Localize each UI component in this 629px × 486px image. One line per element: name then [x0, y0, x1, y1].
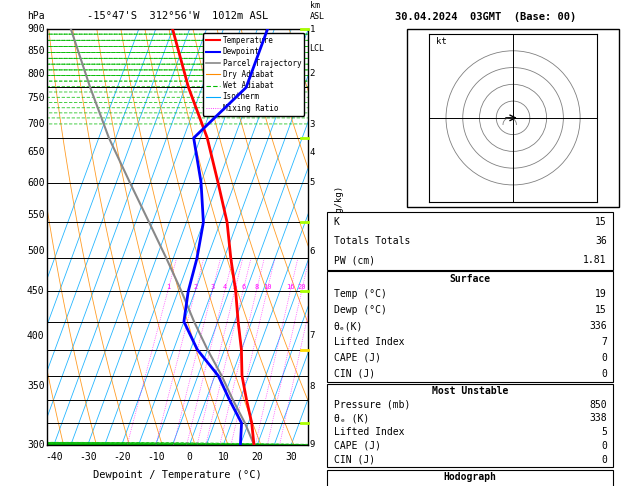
Text: 600: 600 [27, 177, 45, 188]
Text: 6: 6 [309, 247, 315, 256]
Text: 900: 900 [27, 24, 45, 34]
Text: 5: 5 [233, 284, 237, 290]
Text: 850: 850 [27, 46, 45, 56]
Legend: Temperature, Dewpoint, Parcel Trajectory, Dry Adiabat, Wet Adiabat, Isotherm, Mi: Temperature, Dewpoint, Parcel Trajectory… [203, 33, 304, 116]
Text: 9: 9 [309, 440, 315, 449]
Text: 800: 800 [27, 69, 45, 79]
Text: 450: 450 [27, 286, 45, 296]
Text: hPa: hPa [27, 11, 45, 21]
Text: 2: 2 [194, 284, 198, 290]
Text: 650: 650 [27, 147, 45, 157]
Text: θₑ(K): θₑ(K) [333, 321, 363, 331]
Bar [327, 271, 613, 382]
Text: -30: -30 [79, 452, 97, 462]
Text: 16: 16 [286, 284, 295, 290]
Text: 15: 15 [595, 305, 607, 315]
Text: Mixing Ratio (g/kg): Mixing Ratio (g/kg) [335, 186, 344, 288]
Text: 1.81: 1.81 [583, 255, 607, 265]
Text: CAPE (J): CAPE (J) [333, 441, 381, 451]
Text: Most Unstable: Most Unstable [432, 386, 508, 396]
Text: 5: 5 [601, 427, 607, 437]
Text: 2: 2 [309, 69, 315, 78]
Bar [407, 29, 620, 207]
Text: 10: 10 [218, 452, 230, 462]
Text: 3: 3 [309, 120, 315, 129]
Bar [327, 470, 613, 486]
Text: 30: 30 [286, 452, 297, 462]
Text: Temp (°C): Temp (°C) [333, 290, 386, 299]
Bar [327, 212, 613, 270]
Text: km
ASL: km ASL [309, 1, 325, 21]
Text: 1: 1 [166, 284, 170, 290]
Text: -40: -40 [45, 452, 63, 462]
Text: 0: 0 [187, 452, 192, 462]
Text: 7: 7 [601, 337, 607, 347]
Text: Dewpoint / Temperature (°C): Dewpoint / Temperature (°C) [93, 469, 262, 480]
Text: 4: 4 [309, 148, 315, 157]
Text: 3: 3 [211, 284, 214, 290]
Text: 750: 750 [27, 93, 45, 103]
Text: Totals Totals: Totals Totals [333, 236, 410, 246]
Text: CIN (J): CIN (J) [333, 455, 375, 465]
Text: LCL: LCL [309, 44, 325, 53]
Text: 4: 4 [223, 284, 227, 290]
Text: 20: 20 [252, 452, 263, 462]
Text: 700: 700 [27, 119, 45, 129]
Text: -10: -10 [147, 452, 164, 462]
Text: 300: 300 [27, 440, 45, 450]
Text: 500: 500 [27, 246, 45, 257]
Text: -15°47'S  312°56'W  1012m ASL: -15°47'S 312°56'W 1012m ASL [87, 11, 269, 21]
Text: 550: 550 [27, 210, 45, 221]
Text: 20: 20 [298, 284, 306, 290]
Text: 850: 850 [589, 399, 607, 410]
Text: 400: 400 [27, 331, 45, 341]
Text: -20: -20 [113, 452, 131, 462]
Text: Lifted Index: Lifted Index [333, 337, 404, 347]
Text: Surface: Surface [450, 274, 491, 284]
Text: 8: 8 [255, 284, 259, 290]
Bar [327, 384, 613, 467]
Text: CIN (J): CIN (J) [333, 368, 375, 379]
Text: Lifted Index: Lifted Index [333, 427, 404, 437]
Text: 0: 0 [601, 368, 607, 379]
Text: 7: 7 [309, 331, 315, 340]
Text: 0: 0 [601, 441, 607, 451]
Text: 30.04.2024  03GMT  (Base: 00): 30.04.2024 03GMT (Base: 00) [396, 12, 577, 22]
Text: Hodograph: Hodograph [443, 472, 497, 482]
Text: 6: 6 [241, 284, 245, 290]
Text: CAPE (J): CAPE (J) [333, 353, 381, 363]
Text: Dewp (°C): Dewp (°C) [333, 305, 386, 315]
Text: 0: 0 [601, 353, 607, 363]
Text: PW (cm): PW (cm) [333, 255, 375, 265]
Text: 1: 1 [309, 25, 315, 34]
Text: 8: 8 [309, 382, 315, 391]
Text: 36: 36 [595, 236, 607, 246]
Text: 10: 10 [263, 284, 272, 290]
Text: K: K [333, 217, 340, 227]
Text: 350: 350 [27, 382, 45, 391]
Text: Pressure (mb): Pressure (mb) [333, 399, 410, 410]
Text: 19: 19 [595, 290, 607, 299]
Text: 15: 15 [595, 217, 607, 227]
Text: 0: 0 [601, 455, 607, 465]
Text: θₑ (K): θₑ (K) [333, 414, 369, 423]
Text: 338: 338 [589, 414, 607, 423]
Text: 5: 5 [309, 178, 315, 187]
Text: 336: 336 [589, 321, 607, 331]
